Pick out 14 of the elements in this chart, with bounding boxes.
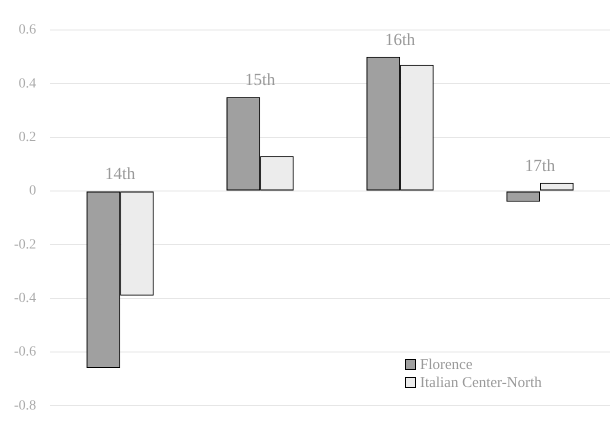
y-tick-label: 0.4 — [18, 76, 36, 92]
y-tick-label: -0.2 — [14, 237, 36, 252]
y-tick-label: 0.2 — [18, 130, 36, 145]
y-tick-label: -0.6 — [14, 344, 36, 360]
x-tick-label: 14th — [105, 164, 136, 183]
x-tick-label: 17th — [524, 156, 556, 175]
y-tick-label: -0.8 — [14, 398, 36, 414]
legend-label: Italian Center-North — [420, 374, 542, 392]
x-tick-label: 15th — [244, 70, 276, 90]
y-tick-label: 0 — [29, 184, 36, 199]
legend-label: Florence — [420, 356, 472, 374]
y-tick-label: -0.4 — [14, 290, 36, 306]
y-tick-label: 0.6 — [18, 22, 36, 38]
x-tick-label: 16th — [384, 30, 416, 49]
